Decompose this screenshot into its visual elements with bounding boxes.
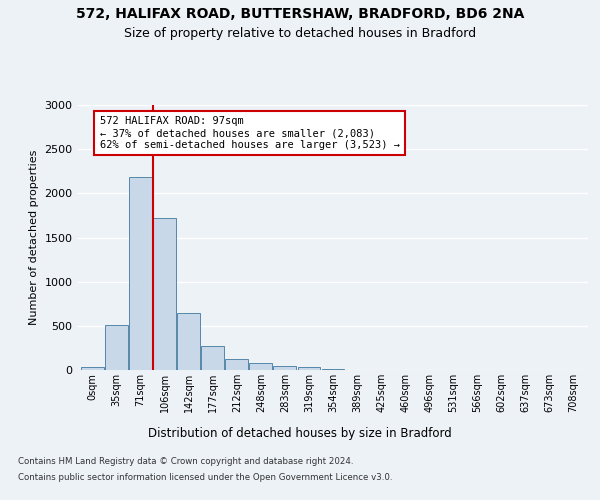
- Bar: [298, 368, 320, 370]
- Text: Size of property relative to detached houses in Bradford: Size of property relative to detached ho…: [124, 28, 476, 40]
- Bar: [226, 358, 248, 370]
- Y-axis label: Number of detached properties: Number of detached properties: [29, 150, 39, 325]
- Bar: [274, 366, 296, 370]
- Bar: [153, 218, 176, 370]
- Text: Contains HM Land Registry data © Crown copyright and database right 2024.: Contains HM Land Registry data © Crown c…: [18, 458, 353, 466]
- Text: Distribution of detached houses by size in Bradford: Distribution of detached houses by size …: [148, 428, 452, 440]
- Text: 572, HALIFAX ROAD, BUTTERSHAW, BRADFORD, BD6 2NA: 572, HALIFAX ROAD, BUTTERSHAW, BRADFORD,…: [76, 8, 524, 22]
- Text: 572 HALIFAX ROAD: 97sqm
← 37% of detached houses are smaller (2,083)
62% of semi: 572 HALIFAX ROAD: 97sqm ← 37% of detache…: [100, 116, 400, 150]
- Text: Contains public sector information licensed under the Open Government Licence v3: Contains public sector information licen…: [18, 472, 392, 482]
- Bar: [81, 368, 104, 370]
- Bar: [129, 176, 152, 370]
- Bar: [177, 314, 200, 370]
- Bar: [322, 369, 344, 370]
- Bar: [250, 364, 272, 370]
- Bar: [201, 346, 224, 370]
- Bar: [105, 325, 128, 370]
